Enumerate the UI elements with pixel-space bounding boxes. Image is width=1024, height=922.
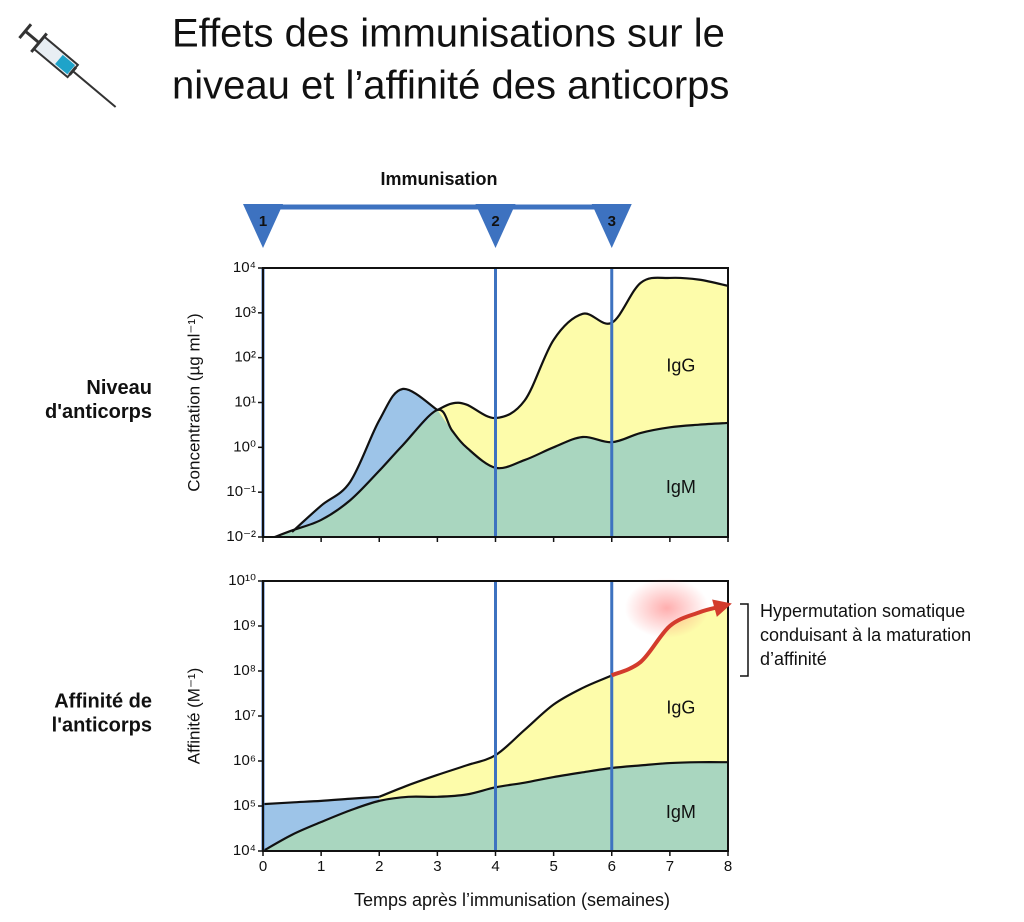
- x-tick-label: 8: [724, 858, 732, 875]
- x-tick-label: 0: [259, 858, 267, 875]
- y-tick-label: 10³: [234, 304, 256, 321]
- curve: [274, 408, 728, 537]
- curve: [436, 276, 728, 420]
- y-tick-label: 10⁹: [233, 617, 256, 634]
- area-fill: [292, 388, 438, 532]
- arrow-head: [712, 599, 732, 617]
- dose-marker: [475, 204, 516, 248]
- title-line: Effets des immunisations sur le: [172, 12, 725, 56]
- row-label: Affinité de: [54, 690, 152, 712]
- glow: [624, 578, 709, 638]
- dose-marker: [591, 204, 632, 248]
- y-tick-label: 10⁻²: [226, 528, 256, 545]
- bracket: [740, 603, 749, 677]
- syringe-icon: [18, 23, 117, 108]
- affinity-arrow: [610, 604, 721, 678]
- y-tick-label: 10⁸: [233, 662, 256, 679]
- series-label: IgM: [666, 477, 696, 497]
- curve: [291, 387, 438, 533]
- plot: [274, 276, 728, 537]
- dose-label: 2: [491, 213, 499, 230]
- y-tick-label: 10²: [234, 349, 256, 366]
- y-axis-label: Concentration (µg ml⁻¹): [184, 313, 203, 491]
- curve: [263, 795, 380, 806]
- area-fill: [274, 409, 728, 537]
- y-tick-label: 10⁶: [233, 752, 256, 769]
- x-tick-label: 3: [433, 858, 441, 875]
- y-tick-label: 10⁰: [233, 438, 256, 455]
- area-fill: [437, 277, 728, 469]
- x-tick-label: 1: [317, 858, 325, 875]
- x-tick-label: 2: [375, 858, 383, 875]
- annotation-line: conduisant à la maturation: [760, 625, 971, 645]
- dose-marker: [243, 204, 283, 248]
- y-axis-label: Affinité (M⁻¹): [184, 668, 203, 765]
- y-tick-label: 10⁴: [233, 842, 256, 859]
- x-tick-label: 4: [491, 858, 499, 875]
- y-tick-label: 10¹: [234, 393, 256, 410]
- title-line: niveau et l’affinité des anticorps: [172, 64, 729, 108]
- y-tick-label: 10¹⁰: [228, 572, 256, 589]
- y-tick-label: 10⁻¹: [226, 483, 256, 500]
- x-axis-label: Temps après l’immunisation (semaines): [354, 890, 670, 910]
- row-label: l'anticorps: [52, 714, 152, 736]
- annotation-line: d’affinité: [760, 649, 827, 669]
- x-tick-label: 5: [549, 858, 557, 875]
- row-label: Niveau: [86, 377, 152, 399]
- dose-label: 1: [259, 213, 267, 230]
- y-tick-label: 10⁷: [234, 707, 256, 724]
- series-label: IgM: [666, 802, 696, 822]
- row-label: d'anticorps: [45, 401, 152, 423]
- x-tick-label: 7: [666, 858, 674, 875]
- area-fill: [379, 604, 728, 801]
- dose-label: 3: [608, 213, 616, 230]
- immunisation-label: Immunisation: [380, 169, 497, 189]
- y-tick-label: 10⁴: [233, 259, 256, 276]
- y-tick-label: 10⁵: [233, 797, 256, 814]
- series-label: IgG: [666, 355, 695, 375]
- series-label: IgG: [666, 697, 695, 717]
- x-tick-label: 6: [608, 858, 616, 875]
- annotation-line: Hypermutation somatique: [760, 601, 965, 621]
